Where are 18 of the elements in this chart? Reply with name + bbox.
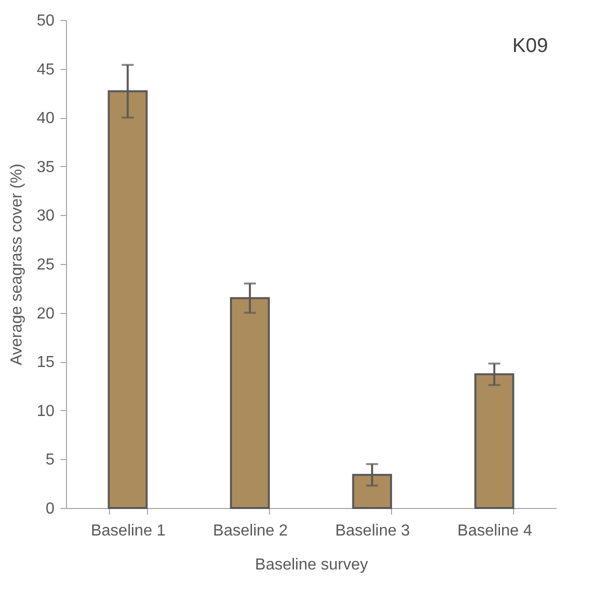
y-tick-label: 20 bbox=[36, 305, 55, 322]
y-tick-label: 10 bbox=[36, 402, 55, 420]
y-tick-label: 35 bbox=[36, 158, 55, 176]
y-tick-label: 5 bbox=[46, 452, 55, 469]
y-tick-label: 15 bbox=[36, 354, 55, 372]
x-tick-label: Baseline 2 bbox=[213, 522, 288, 540]
annotation: K09 bbox=[512, 35, 548, 57]
y-tick-label: 45 bbox=[36, 61, 55, 78]
y-tick-label: 50 bbox=[36, 12, 55, 30]
y-tick-label: 0 bbox=[46, 500, 55, 518]
y-tick-label: 25 bbox=[36, 256, 55, 274]
x-tick-label: Baseline 1 bbox=[90, 522, 166, 540]
x-tick-label: Baseline 3 bbox=[335, 522, 410, 540]
y-tick-label: 40 bbox=[36, 110, 55, 128]
x-tick-label: Baseline 4 bbox=[457, 522, 532, 540]
x-axis-title: Baseline survey bbox=[255, 556, 368, 574]
y-axis-title: Average seagrass cover (%) bbox=[8, 164, 26, 366]
y-tick-label: 30 bbox=[36, 208, 55, 225]
